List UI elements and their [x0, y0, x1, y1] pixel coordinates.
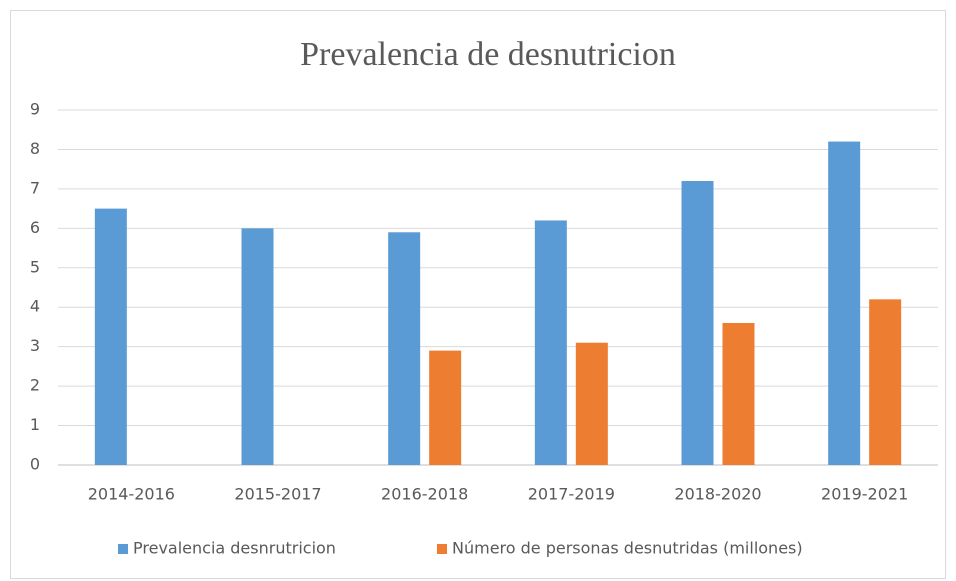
y-tick-label: 5	[30, 257, 40, 276]
bar	[429, 350, 462, 465]
x-tick-label: 2018-2020	[674, 485, 761, 504]
bar	[241, 228, 274, 465]
y-tick-label: 8	[30, 139, 40, 158]
bar	[828, 141, 861, 466]
x-tick-label: 2016-2018	[381, 485, 468, 504]
legend-swatch	[437, 544, 447, 554]
y-tick-label: 7	[30, 178, 40, 197]
x-tick-label: 2017-2019	[528, 485, 615, 504]
legend-label: Número de personas desnutridas (millones…	[452, 539, 803, 558]
x-tick-label: 2019-2021	[821, 485, 908, 504]
chart-border	[10, 10, 946, 579]
x-tick-label: 2014-2016	[88, 485, 175, 504]
bar	[388, 232, 421, 465]
bar	[534, 220, 567, 465]
bar	[722, 323, 755, 465]
bar	[869, 299, 902, 465]
y-tick-label: 0	[30, 455, 40, 474]
x-tick-label: 2015-2017	[234, 485, 321, 504]
y-tick-label: 9	[30, 100, 40, 119]
legend-label: Prevalencia desnrutricion	[133, 539, 336, 558]
y-tick-label: 3	[30, 336, 40, 355]
y-tick-label: 1	[30, 415, 40, 434]
legend-swatch	[118, 544, 128, 554]
bar	[681, 181, 714, 465]
y-tick-label: 6	[30, 218, 40, 237]
y-tick-label: 4	[30, 297, 40, 316]
bar	[575, 342, 608, 465]
y-tick-label: 2	[30, 376, 40, 395]
bar	[94, 208, 127, 465]
chart-title: Prevalencia de desnutricion	[300, 36, 676, 73]
